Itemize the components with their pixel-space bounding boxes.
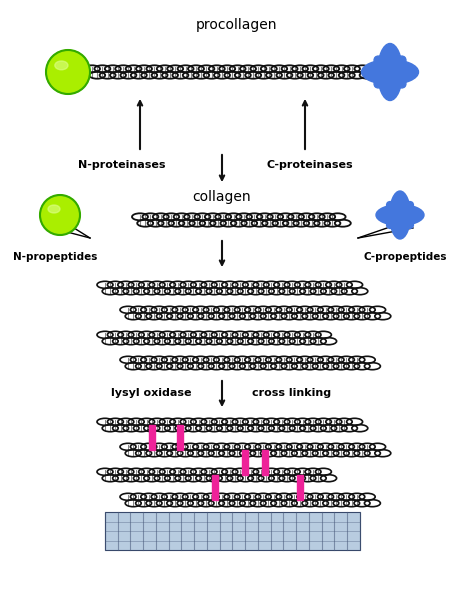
Bar bbox=[212, 475, 218, 500]
Text: lysyl oxidase: lysyl oxidase bbox=[111, 388, 192, 398]
Bar bbox=[297, 475, 303, 500]
Bar bbox=[105, 512, 360, 550]
Ellipse shape bbox=[55, 61, 68, 70]
Text: cross linking: cross linking bbox=[252, 388, 331, 398]
Circle shape bbox=[40, 195, 80, 235]
Text: C-propeptides: C-propeptides bbox=[363, 252, 447, 262]
Text: N-propeptides: N-propeptides bbox=[13, 252, 97, 262]
Bar bbox=[262, 450, 268, 475]
Text: N-proteinases: N-proteinases bbox=[78, 160, 166, 170]
Ellipse shape bbox=[374, 56, 406, 88]
Circle shape bbox=[46, 50, 90, 94]
Bar bbox=[149, 425, 155, 450]
Ellipse shape bbox=[48, 205, 60, 213]
Ellipse shape bbox=[378, 43, 402, 100]
Ellipse shape bbox=[376, 204, 424, 225]
Ellipse shape bbox=[374, 56, 406, 88]
Bar bbox=[177, 425, 183, 450]
Ellipse shape bbox=[387, 201, 413, 229]
Ellipse shape bbox=[362, 59, 419, 84]
Ellipse shape bbox=[390, 191, 410, 239]
Text: C-proteinases: C-proteinases bbox=[267, 160, 353, 170]
Ellipse shape bbox=[387, 201, 413, 229]
Text: collagen: collagen bbox=[193, 190, 251, 204]
Text: procollagen: procollagen bbox=[196, 18, 278, 32]
Bar bbox=[242, 450, 248, 475]
